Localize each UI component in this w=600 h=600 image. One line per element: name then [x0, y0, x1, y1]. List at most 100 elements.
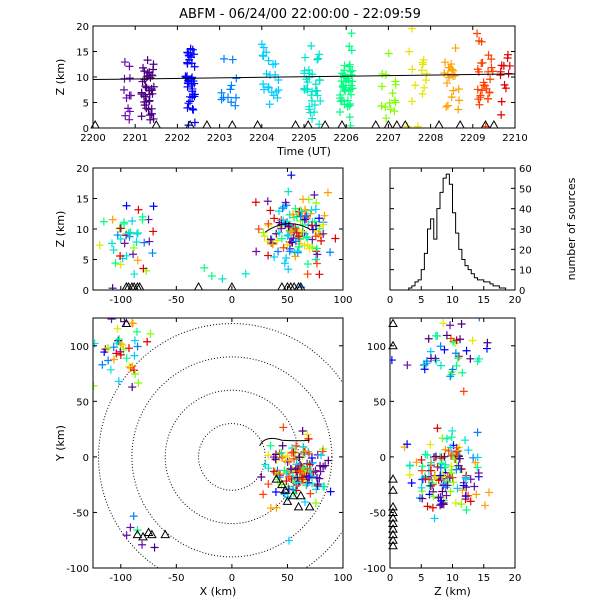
x-z-source: [124, 228, 133, 237]
time-height-xtick-label: 2205: [291, 133, 316, 144]
time-height-source: [314, 54, 323, 63]
plan-view-source: [257, 473, 266, 482]
x-z-source: [270, 252, 279, 261]
z-y-source: [420, 365, 429, 374]
histogram-ytick-label: 60: [519, 164, 532, 175]
x-z-source: [148, 249, 157, 258]
time-height-source: [417, 66, 426, 75]
z-y-station-marker: [388, 318, 398, 328]
plan-view-station-marker: [132, 529, 143, 539]
time-height-source: [345, 113, 354, 122]
plan-view-source: [104, 356, 113, 365]
time-height-source: [338, 96, 347, 105]
time-height-station-marker: [90, 119, 100, 129]
x-z-source: [279, 216, 288, 225]
z-y-source: [446, 443, 455, 452]
z-y-station-marker: [388, 540, 398, 550]
x-z-station-marker: [277, 281, 287, 291]
x-z-source: [311, 205, 320, 214]
time-height-source: [335, 108, 344, 117]
z-y-source: [421, 474, 430, 483]
z-y-source: [448, 426, 457, 435]
time-height-source: [119, 85, 128, 94]
time-height-xtick-label: 2203: [207, 133, 232, 144]
plan-view-source: [134, 378, 143, 387]
histogram-ytick-label: 10: [519, 266, 532, 277]
time-height-station-marker: [290, 119, 301, 129]
x-z-source: [200, 263, 209, 272]
x-z-source: [319, 229, 328, 238]
x-z-source: [109, 246, 118, 255]
time-height-source: [478, 86, 487, 95]
plan-view-station-marker: [138, 531, 148, 541]
z-y-source: [431, 453, 440, 462]
z-y-source: [473, 463, 482, 472]
z-y-source: [440, 345, 449, 354]
x-z-storm-outline: [264, 223, 310, 233]
time-height-source: [301, 53, 310, 62]
plan-view-source: [129, 307, 137, 315]
plan-view-source: [277, 448, 286, 457]
time-height-source: [183, 48, 192, 57]
x-z-ytick-label: 5: [83, 256, 89, 267]
x-z-source: [282, 253, 291, 262]
z-y-source: [436, 471, 445, 480]
time-height-source: [220, 54, 229, 63]
plan-view-station-marker: [304, 501, 315, 511]
time-height-source: [381, 103, 390, 112]
x-z-source: [99, 217, 108, 226]
z-y-station-marker: [388, 529, 398, 539]
plan-view-source: [132, 327, 141, 336]
x-z-source: [297, 207, 306, 216]
x-z-source: [323, 188, 332, 197]
plan-view-xtick-label: -100: [109, 573, 132, 584]
time-height-station-marker: [303, 119, 314, 129]
time-height-source: [189, 50, 198, 59]
z-y-source: [425, 490, 434, 499]
time-height-source: [442, 102, 451, 111]
z-y-source: [448, 365, 457, 374]
z-y-source: [472, 490, 481, 499]
x-z-xtick-label: -50: [168, 295, 184, 306]
time-height-source: [500, 80, 509, 89]
time-height-ytick-label: 10: [76, 73, 89, 84]
z-y-source: [446, 487, 455, 496]
z-y-source: [446, 334, 455, 343]
plan-view-source: [299, 463, 308, 472]
time-height-station-marker: [202, 119, 212, 129]
time-height-source: [146, 73, 155, 82]
z-y-source: [439, 480, 448, 489]
x-z-source: [308, 225, 317, 234]
x-z-source: [138, 212, 147, 221]
time-height-source: [186, 97, 195, 106]
plan-view-source: [319, 462, 328, 471]
x-z-source: [140, 238, 149, 247]
plan-view-ytick-label: 0: [83, 453, 89, 464]
time-height-source: [408, 65, 417, 74]
x-z-source: [129, 250, 138, 259]
x-z-source: [286, 227, 295, 236]
plan-view-source: [122, 354, 131, 363]
z-y-source: [426, 481, 435, 490]
z-y-source: [466, 354, 475, 363]
x-z-source: [284, 265, 293, 274]
x-z-source: [281, 198, 290, 207]
x-z-source: [254, 225, 263, 234]
plan-view-station-marker: [295, 490, 306, 500]
time-height-source: [443, 101, 452, 110]
z-y-source: [458, 368, 467, 377]
x-z-ytick-label: 0: [83, 286, 89, 297]
plan-view-source: [259, 490, 268, 499]
x-z-source: [291, 237, 300, 246]
figure-title: ABFM - 06/24/00 22:00:00 - 22:09:59: [179, 7, 421, 22]
time-height-source: [259, 43, 268, 52]
plan-view-source: [150, 543, 159, 552]
time-height-source: [403, 122, 412, 128]
x-z-source: [294, 232, 303, 241]
time-height-source: [346, 85, 355, 94]
time-height-source: [451, 44, 460, 53]
z-y-source: [437, 459, 446, 468]
time-height-source: [413, 122, 422, 128]
plan-view-station-marker: [271, 474, 282, 483]
